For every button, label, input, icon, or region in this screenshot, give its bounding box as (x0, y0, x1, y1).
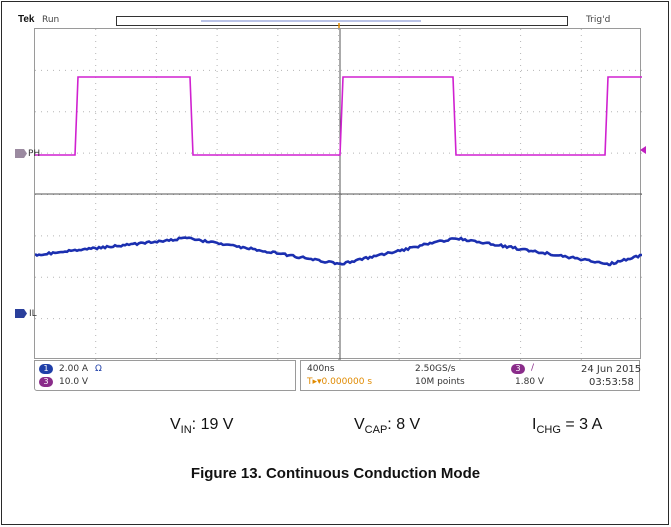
ch3-scale: 10.0 V (59, 377, 88, 387)
ch1-ground-marker[interactable]: IL (15, 309, 37, 319)
waveform-screen (34, 28, 641, 359)
ch3-ground-marker[interactable]: PH (15, 149, 40, 159)
param-vcap: VCAP: 8 V (354, 416, 420, 436)
trigger-position-readout: T▸▾0.000000 s (307, 377, 372, 387)
trigger-slope-icon: / (531, 363, 534, 373)
trigger-source-badge: 3 (511, 364, 525, 374)
waveform-plot (35, 29, 642, 360)
trigger-status: Trig'd (586, 15, 610, 25)
date: 24 Jun 2015 (581, 364, 641, 375)
param-vin: VIN: 19 V (170, 416, 233, 436)
ch1-badge: 1 (39, 364, 53, 374)
trigger-level: 1.80 V (515, 377, 544, 387)
ch1-label: IL (29, 309, 37, 319)
ch1-scale: 2.00 A (59, 364, 88, 374)
ch1-termination-icon: Ω (95, 364, 102, 374)
center-crosshair (35, 29, 642, 360)
horizontal-trigger-panel[interactable]: 400ns T▸▾0.000000 s 2.50GS/s 10M points … (300, 360, 640, 391)
trigger-level-arrow-icon (640, 146, 646, 154)
time: 03:53:58 (589, 377, 634, 388)
ch1-marker-icon (15, 309, 27, 318)
ch3-label: PH (28, 149, 40, 159)
ch3-marker-icon (15, 149, 27, 158)
channel-scale-panel[interactable]: 1 2.00 A Ω 3 10.0 V (34, 360, 296, 391)
figure-caption: Figure 13. Continuous Conduction Mode (0, 465, 671, 482)
run-state: Run (42, 15, 59, 25)
scope-status-bar: 1 2.00 A Ω 3 10.0 V 400ns T▸▾0.000000 s … (34, 360, 666, 392)
brand-logo: Tek (18, 14, 35, 25)
ch3-badge: 3 (39, 377, 53, 387)
param-ichg: ICHG = 3 A (532, 416, 602, 436)
record-length: 10M points (415, 377, 465, 387)
record-window (201, 20, 421, 22)
timebase: 400ns (307, 364, 335, 374)
sample-rate: 2.50GS/s (415, 364, 455, 374)
